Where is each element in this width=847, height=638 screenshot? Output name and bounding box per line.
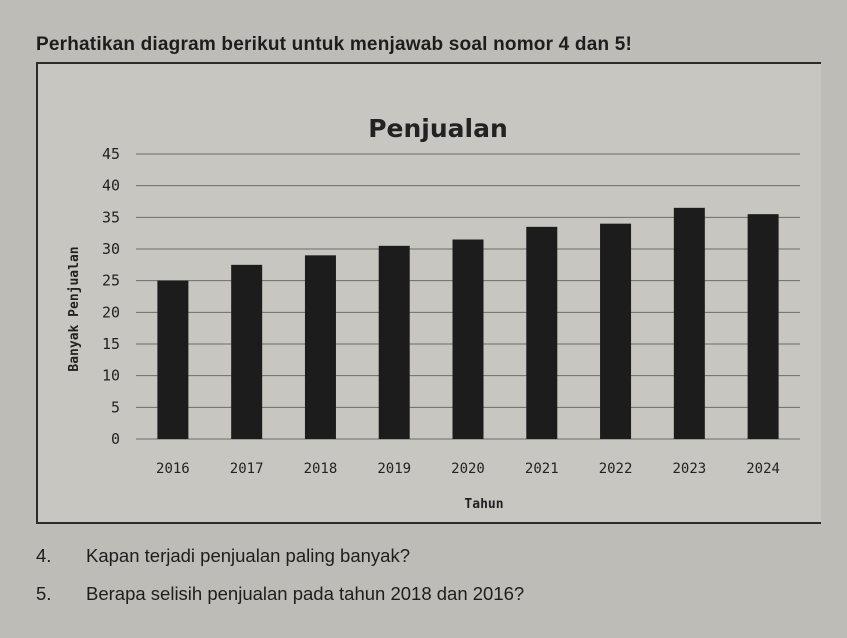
y-tick-label: 15 [102, 335, 120, 353]
y-tick-label: 30 [102, 240, 120, 258]
y-tick-label: 45 [102, 145, 120, 163]
question-number: 4. [36, 545, 52, 566]
x-tick-label: 2022 [599, 461, 633, 477]
question-5: 5. Berapa selisih penjualan pada tahun 20… [36, 583, 524, 605]
y-tick-label: 5 [111, 398, 120, 416]
bar-2018 [304, 255, 336, 439]
x-tick-label: 2016 [156, 461, 190, 477]
chart-frame: Penjualan 0 5 10 15 20 25 30 35 40 45 2016 2017 201… [36, 62, 821, 524]
bar-2024 [747, 214, 779, 439]
x-tick-label: 2023 [672, 461, 706, 477]
x-tick-label: 2017 [230, 461, 264, 477]
bar-2017 [231, 264, 263, 439]
x-tick-labels: 2016 2017 2018 2019 2020 2021 2022 2023 2024 [156, 461, 780, 477]
y-tick-label: 25 [102, 272, 120, 290]
y-tick-label: 10 [102, 367, 120, 385]
y-axis-title: Banyak Penjualan [67, 246, 82, 371]
bar-2020 [452, 239, 484, 439]
x-tick-label: 2024 [746, 461, 780, 477]
question-4: 4. Kapan terjadi penjualan paling banyak? [36, 545, 410, 567]
bars [157, 207, 779, 439]
question-text: Kapan terjadi penjualan paling banyak? [86, 545, 411, 566]
x-axis-title: Tahun [464, 497, 503, 512]
bar-2021 [526, 226, 558, 439]
bar-2023 [673, 207, 705, 439]
y-tick-label: 20 [102, 303, 120, 321]
y-tick-labels: 0 5 10 15 20 25 30 35 40 45 [102, 145, 120, 448]
question-number: 5. [36, 583, 52, 604]
y-tick-label: 35 [102, 208, 120, 226]
question-text: Berapa selisih penjualan pada tahun 2018… [86, 583, 525, 604]
bar-2019 [378, 245, 410, 439]
x-tick-label: 2021 [525, 461, 559, 477]
bar-2022 [600, 223, 632, 439]
x-tick-label: 2018 [304, 461, 338, 477]
x-tick-label: 2019 [377, 461, 411, 477]
y-tick-label: 40 [102, 177, 120, 195]
bar-2016 [157, 280, 189, 439]
chart-title: Penjualan [368, 114, 508, 143]
x-tick-label: 2020 [451, 461, 485, 477]
y-tick-label: 0 [111, 430, 120, 448]
instruction-text: Perhatikan diagram berikut untuk menjawa… [36, 34, 633, 55]
